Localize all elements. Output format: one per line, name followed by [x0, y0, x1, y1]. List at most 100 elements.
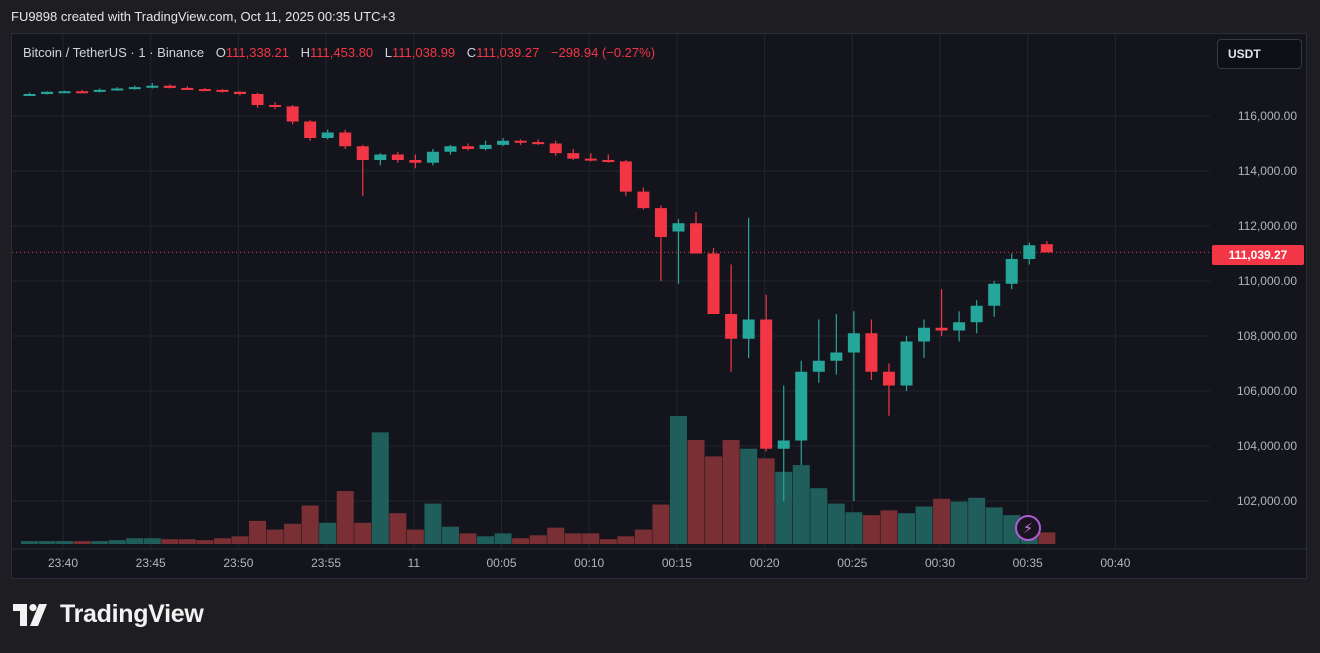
candle-body	[479, 144, 492, 149]
volume-bar	[266, 529, 284, 544]
candle-body	[58, 91, 71, 94]
candle-body	[269, 105, 282, 107]
x-tick-label: 00:05	[486, 556, 516, 570]
volume-bar	[336, 491, 354, 544]
candle-body	[602, 160, 615, 162]
currency-button[interactable]: USDT	[1217, 39, 1302, 69]
volume-bar	[459, 533, 477, 544]
volume-bar	[424, 503, 442, 544]
candle-body	[690, 223, 703, 254]
x-tick-label: 00:10	[574, 556, 604, 570]
chart-pane[interactable]	[11, 33, 1307, 579]
x-tick-label: 00:35	[1013, 556, 1043, 570]
candle-body	[847, 333, 860, 353]
volume-bar	[985, 507, 1003, 544]
volume-bar	[319, 522, 337, 544]
volume-bar	[249, 520, 267, 544]
open-value: 111,338.21	[225, 45, 290, 60]
candle-body	[409, 160, 422, 163]
candle-body	[900, 341, 913, 386]
candle-body	[181, 87, 194, 90]
candle-body	[953, 322, 966, 331]
x-tick-label: 00:25	[837, 556, 867, 570]
candle-body	[339, 132, 352, 147]
volume-bar	[757, 458, 775, 544]
candle-body	[988, 283, 1001, 306]
low-key: L	[384, 45, 393, 60]
brand-name: TradingView	[60, 600, 204, 628]
candle-body	[41, 91, 54, 94]
open-key: O	[215, 45, 226, 60]
volume-bar	[21, 541, 38, 544]
candle-body	[233, 91, 246, 94]
volume-bar	[722, 440, 740, 544]
volume-bar	[284, 523, 302, 544]
volume-bar	[196, 540, 214, 544]
x-tick-label: 00:30	[925, 556, 955, 570]
candle-body	[198, 89, 211, 92]
y-tick-label: 116,000.00	[1238, 109, 1297, 123]
candle-body	[865, 333, 878, 372]
candle-body	[321, 132, 334, 138]
x-tick-label: 00:20	[750, 556, 780, 570]
candle-body	[725, 314, 738, 339]
close-value: 111,039.27	[476, 45, 540, 60]
volume-bar	[862, 515, 880, 544]
volume-bar	[477, 536, 495, 544]
candle-body	[882, 371, 895, 386]
volume-bar	[564, 533, 582, 544]
candle-body	[426, 151, 439, 163]
y-tick-label: 114,000.00	[1238, 164, 1297, 178]
candle-body	[286, 106, 299, 122]
lightning-icon[interactable]: ⚡	[1015, 515, 1041, 541]
candle-body	[760, 319, 773, 449]
volume-bar	[775, 471, 793, 544]
low-value: 111,038.99	[392, 45, 456, 60]
candle-body	[532, 142, 545, 145]
x-tick-label: 00:40	[1100, 556, 1130, 570]
volume-bar	[512, 538, 530, 544]
volume-bar	[529, 535, 547, 544]
change-value: −298.94 (−0.27%)	[550, 45, 656, 60]
y-tick-label: 104,000.00	[1237, 439, 1297, 453]
candle-body	[356, 146, 369, 160]
volume-bar	[705, 456, 723, 544]
volume-bar	[669, 416, 687, 544]
candle-body	[777, 440, 790, 449]
volume-bar	[1038, 532, 1056, 544]
candle-body	[23, 94, 36, 96]
candle-body	[812, 360, 825, 372]
volume-bar	[91, 541, 109, 544]
volume-bar	[108, 540, 126, 544]
volume-bar	[354, 522, 372, 544]
candle-body	[549, 143, 562, 154]
volume-bar	[178, 539, 196, 544]
candle-body	[742, 319, 755, 339]
tradingview-logo-icon	[13, 604, 47, 626]
volume-bar	[634, 529, 652, 544]
candle-body	[391, 154, 404, 160]
volume-bar	[231, 536, 249, 544]
candle-body	[1023, 245, 1036, 259]
candle-body	[654, 208, 667, 237]
volume-bar	[915, 506, 933, 544]
volume-bar	[38, 541, 56, 544]
volume-bar	[371, 432, 389, 544]
candle-body	[707, 253, 720, 314]
volume-bar	[126, 538, 144, 544]
candle-body	[584, 158, 597, 161]
volume-bar	[792, 465, 810, 544]
candle-body	[1040, 244, 1053, 253]
close-key: C	[466, 45, 477, 60]
candle-body	[514, 140, 527, 143]
candle-body	[935, 327, 948, 331]
volume-bar	[582, 533, 600, 544]
volume-bar	[898, 513, 915, 544]
volume-bar	[406, 529, 424, 544]
volume-bar	[56, 541, 74, 544]
symbol-label[interactable]: Bitcoin / TetherUS · 1 · Binance	[23, 45, 205, 60]
candle-body	[830, 352, 843, 361]
volume-bar	[617, 536, 635, 544]
candle-body	[619, 161, 632, 192]
